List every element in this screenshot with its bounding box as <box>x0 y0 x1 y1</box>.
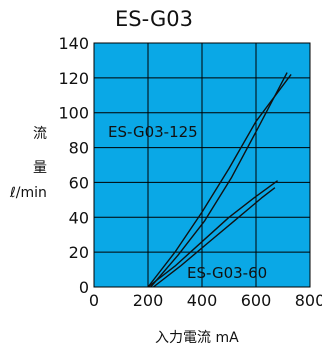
series-lines <box>147 72 292 288</box>
y-tick-label: 80 <box>69 139 89 158</box>
x-axis-label: 入力電流 mA <box>155 330 239 346</box>
y-tick-labels: 0 20 40 60 80 100 120 140 <box>58 34 89 297</box>
y-axis-label-line-1: 流 <box>33 126 47 142</box>
x-tick-label: 0 <box>89 291 99 310</box>
y-axis-label-line-3: ℓ/min <box>9 185 47 201</box>
series-label-es-g03-125: ES-G03-125 <box>108 123 198 141</box>
x-tick-label: 800 <box>295 291 322 310</box>
y-axis-label-line-2: 量 <box>33 160 47 176</box>
y-tick-label: 20 <box>69 243 89 262</box>
x-tick-labels: 0 200 400 600 800 <box>89 291 322 310</box>
y-tick-label: 60 <box>69 173 89 192</box>
series-label-es-g03-60: ES-G03-60 <box>187 264 267 282</box>
y-tick-label: 120 <box>58 69 89 88</box>
y-tick-label: 40 <box>69 208 89 227</box>
series-line-1 <box>147 73 292 288</box>
x-tick-label: 600 <box>241 291 272 310</box>
series-line-2 <box>150 72 288 288</box>
y-tick-label: 140 <box>58 34 89 53</box>
x-tick-label: 200 <box>133 291 164 310</box>
series-line-3 <box>147 180 279 288</box>
series-line-4 <box>152 187 276 288</box>
x-tick-label: 400 <box>187 291 218 310</box>
y-tick-label: 100 <box>58 104 89 123</box>
chart-title: ES-G03 <box>115 7 193 31</box>
y-tick-label: 0 <box>79 278 89 297</box>
grid-lines <box>94 43 310 287</box>
plot-frame <box>93 42 311 288</box>
